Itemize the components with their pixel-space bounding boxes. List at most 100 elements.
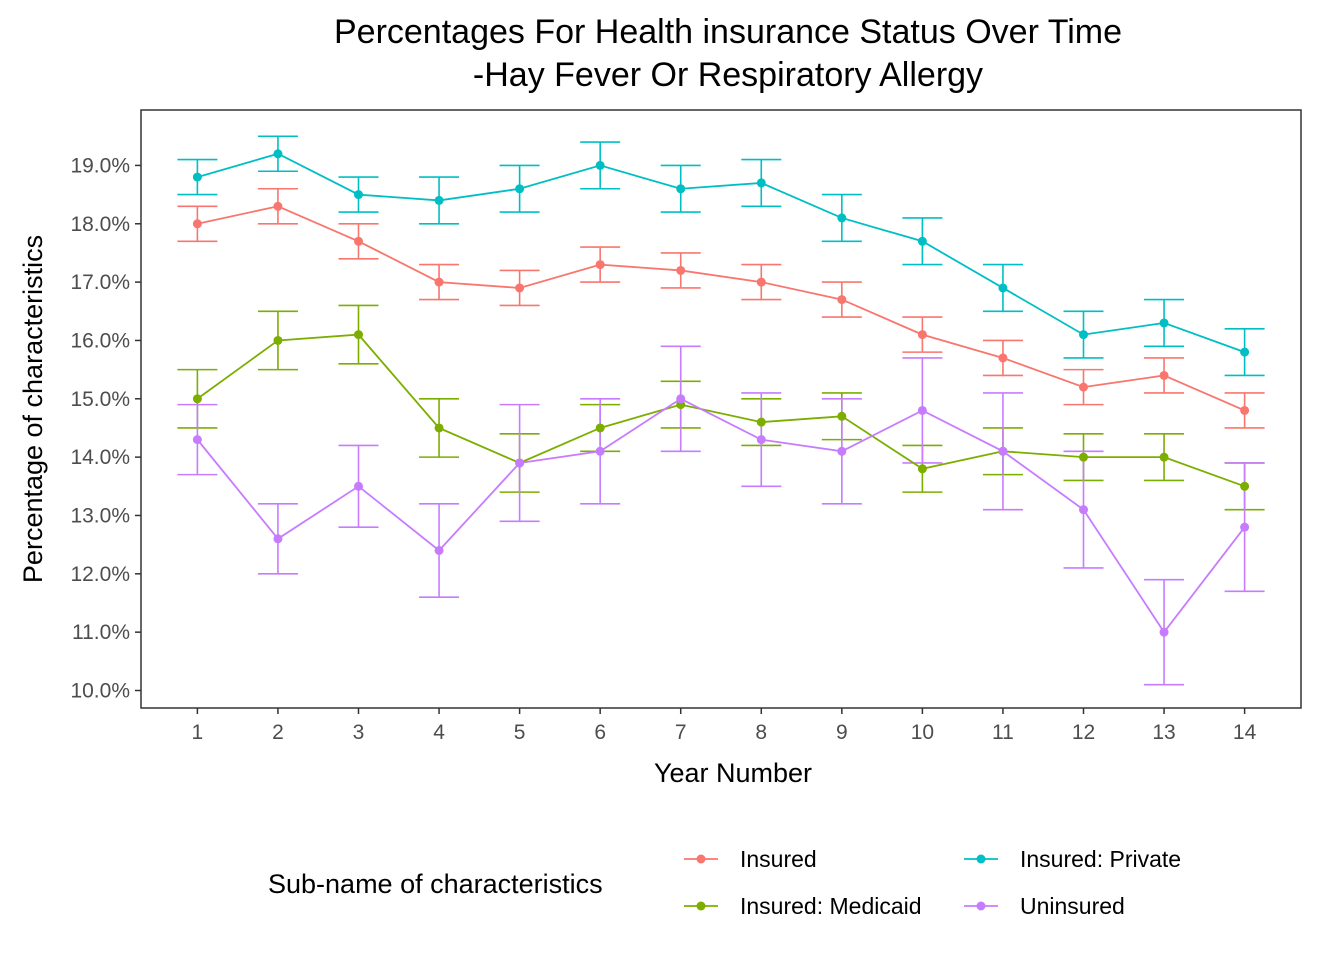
y-axis: 10.0% 11.0% 12.0% 13.0% 14.0% 15.0% 16.0% 17.0%… <box>70 154 141 702</box>
x-tick-label: 5 <box>514 721 526 744</box>
x-tick-label: 12 <box>1072 721 1095 744</box>
data-point <box>756 178 766 188</box>
data-point <box>756 277 766 287</box>
data-point <box>192 219 202 229</box>
data-point <box>354 236 363 246</box>
series-errorbars <box>177 187 1265 429</box>
y-tick-label: 15.0% <box>70 388 130 411</box>
legend-label: Uninsured <box>1020 893 1125 919</box>
x-tick-label: 6 <box>594 721 606 744</box>
x-tick-label: 3 <box>353 721 365 744</box>
data-point <box>595 423 605 433</box>
data-point <box>1240 405 1250 415</box>
data-point <box>595 260 605 270</box>
data-point <box>1240 522 1250 532</box>
legend-key-point <box>976 854 986 864</box>
data-point <box>998 353 1008 363</box>
y-tick-label: 12.0% <box>70 563 130 586</box>
series-line <box>197 205 1245 412</box>
data-point <box>1159 452 1169 462</box>
x-tick-label: 10 <box>911 721 934 744</box>
data-point <box>1079 382 1088 392</box>
data-point <box>515 184 525 194</box>
legend-label: Insured <box>740 846 817 872</box>
y-tick-label: 10.0% <box>70 679 130 702</box>
x-tick-label: 13 <box>1152 721 1175 744</box>
series-line <box>196 333 1245 488</box>
data-point <box>1159 318 1169 328</box>
data-point <box>595 446 605 456</box>
data-point <box>354 190 363 200</box>
series-line <box>196 397 1246 634</box>
data-point <box>998 446 1008 456</box>
legend-item: Uninsured <box>964 893 1125 919</box>
data-point <box>434 423 444 433</box>
x-axis: 1 2 3 4 5 6 7 8 9 10 11 12 13 14 <box>192 708 1257 744</box>
data-point <box>434 545 444 555</box>
data-point <box>917 330 927 340</box>
data-point <box>676 265 686 275</box>
x-tick-label: 9 <box>836 721 848 744</box>
data-point <box>1240 347 1250 357</box>
data-point <box>837 446 847 456</box>
data-point <box>1079 452 1088 462</box>
x-tick-label: 1 <box>192 721 204 744</box>
data-point <box>917 236 927 246</box>
series-errorbars <box>177 345 1265 686</box>
data-point <box>1079 505 1088 515</box>
data-point <box>756 435 766 445</box>
data-point <box>354 330 363 340</box>
y-axis-title: Percentage of characteristics <box>18 235 48 583</box>
data-point <box>273 149 283 159</box>
legend-item: Insured: Medicaid <box>684 893 922 919</box>
data-point <box>515 283 525 293</box>
y-tick-label: 17.0% <box>70 271 130 294</box>
data-point <box>676 394 686 404</box>
x-tick-label: 4 <box>433 721 445 744</box>
x-tick-label: 7 <box>675 721 687 744</box>
chart-title: Percentages For Health insurance Status … <box>334 13 1122 51</box>
data-point <box>917 405 927 415</box>
plot-panel-border <box>140 109 1302 709</box>
legend-item: Insured <box>684 846 817 872</box>
series-points <box>192 330 1250 491</box>
legend: Insured Insured: Medicaid Insured: Private… <box>684 846 1181 919</box>
y-tick-label: 13.0% <box>70 504 130 527</box>
data-point <box>998 283 1008 293</box>
data-point <box>273 534 283 544</box>
series-line <box>197 152 1245 353</box>
data-point <box>676 184 686 194</box>
y-tick-label: 16.0% <box>70 329 130 352</box>
x-tick-label: 14 <box>1233 721 1257 744</box>
y-tick-label: 19.0% <box>70 154 130 177</box>
data-point <box>192 172 202 182</box>
series-points <box>192 149 1250 357</box>
plot-layer <box>177 135 1265 686</box>
data-point <box>354 481 363 491</box>
x-tick-label: 2 <box>272 721 284 744</box>
legend-key-point <box>696 901 706 911</box>
chart-subtitle: -Hay Fever Or Respiratory Allergy <box>473 56 983 94</box>
series-points <box>192 201 1250 415</box>
data-point <box>273 335 283 345</box>
x-axis-title: Year Number <box>654 758 812 788</box>
x-tick-label: 8 <box>755 721 767 744</box>
data-point <box>837 213 847 223</box>
data-point <box>1079 330 1088 340</box>
data-point <box>1159 627 1169 637</box>
legend-title: Sub-name of characteristics <box>268 869 603 899</box>
x-tick-label: 11 <box>992 721 1014 744</box>
data-point <box>434 195 444 205</box>
data-point <box>1240 481 1250 491</box>
series-points <box>192 394 1250 637</box>
legend-label: Insured: Medicaid <box>740 893 922 919</box>
data-point <box>273 201 283 211</box>
data-point <box>192 435 202 445</box>
data-point <box>515 458 525 468</box>
data-point <box>1159 370 1169 380</box>
data-point <box>595 160 605 170</box>
data-point <box>756 417 766 427</box>
legend-label: Insured: Private <box>1020 846 1181 872</box>
data-point <box>917 464 927 474</box>
